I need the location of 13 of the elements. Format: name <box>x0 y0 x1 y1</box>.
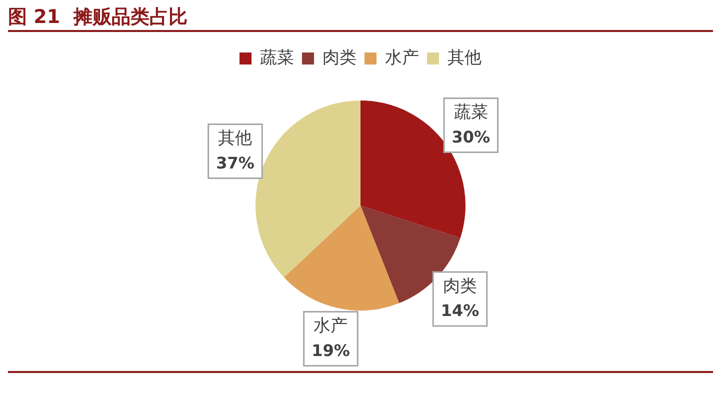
data-label: 19% <box>312 340 350 360</box>
slice-label: 肉类 <box>443 276 478 296</box>
legend-label: 其他 <box>448 48 482 68</box>
legend-label: 水产 <box>385 48 419 68</box>
legend-label: 肉类 <box>322 48 356 68</box>
slice-label: 蔬菜 <box>454 102 488 123</box>
data-label: 37% <box>216 153 254 172</box>
legend-label: 蔬菜 <box>260 48 294 68</box>
slice-label: 其他 <box>218 128 252 149</box>
data-label: 30% <box>452 127 490 146</box>
slice-label: 水产 <box>314 316 348 336</box>
data-label: 14% <box>440 301 480 320</box>
chart-title: 图 21 摊贩品类占比 <box>8 4 713 32</box>
